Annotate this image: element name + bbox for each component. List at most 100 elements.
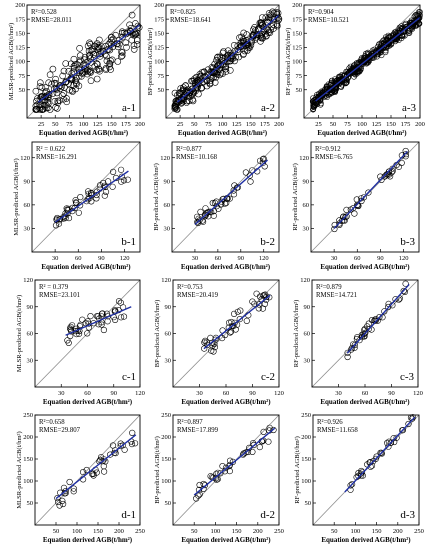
data-point — [77, 194, 84, 201]
data-point — [118, 52, 126, 60]
data-point — [400, 32, 407, 39]
x-tick-label: 90 — [377, 255, 384, 262]
data-point — [225, 324, 232, 331]
x-tick-label: 30 — [58, 390, 65, 397]
data-point — [389, 168, 396, 175]
data-point — [120, 313, 128, 320]
x-tick-label: 60 — [84, 390, 91, 397]
data-point — [200, 68, 208, 76]
rmse-label: RMSE=23.101 — [39, 292, 80, 299]
data-point — [48, 80, 56, 88]
regression-line — [176, 14, 280, 103]
data-point — [380, 37, 386, 44]
data-point — [362, 53, 368, 59]
y-tick-label: 90 — [24, 178, 31, 185]
plot-frame — [34, 414, 141, 526]
data-point — [390, 435, 397, 442]
data-point — [314, 101, 321, 107]
data-point — [62, 60, 69, 67]
data-point — [117, 314, 125, 321]
data-point — [337, 83, 344, 90]
data-point — [378, 450, 385, 457]
panel-label: c-2 — [261, 371, 275, 383]
data-point — [101, 192, 108, 199]
data-point — [109, 183, 116, 190]
y-tick-label: 90 — [303, 178, 310, 185]
panel-label: b-1 — [121, 236, 136, 248]
data-point — [228, 318, 235, 326]
data-point — [99, 310, 106, 317]
data-point — [343, 213, 350, 220]
data-point — [239, 37, 247, 45]
data-point — [72, 61, 79, 68]
regression-line — [344, 416, 416, 493]
data-point — [89, 45, 96, 53]
plot-frame — [31, 141, 141, 253]
x-axis-label: Equation derived AGB(t/hm²) — [321, 536, 411, 544]
y-tick-label: 50 — [296, 87, 303, 94]
data-point — [59, 500, 67, 508]
data-point — [66, 86, 73, 94]
y-tick-label: 90 — [165, 304, 172, 311]
data-point — [84, 42, 92, 50]
regression-line — [55, 434, 137, 500]
data-point — [260, 155, 267, 162]
r-squared-label: R² = 0.622 — [36, 146, 66, 153]
data-point — [115, 36, 123, 44]
data-point — [415, 15, 422, 22]
data-point — [97, 50, 105, 57]
y-tick-label: 100 — [15, 59, 25, 66]
y-tick-label: 120 — [300, 277, 310, 284]
x-tick-label: 250 — [135, 528, 145, 535]
regression-line — [194, 159, 269, 226]
x-tick-label: 150 — [246, 121, 256, 128]
data-point — [130, 42, 138, 49]
data-point — [62, 488, 69, 495]
x-tick-label: 50 — [52, 121, 59, 128]
data-point — [349, 481, 356, 488]
data-point — [389, 37, 396, 44]
data-point — [398, 23, 405, 30]
x-tick-label: 25 — [315, 121, 322, 128]
data-point — [191, 75, 198, 82]
x-tick-label: 25 — [38, 121, 45, 128]
data-point — [266, 13, 274, 21]
data-point — [75, 330, 83, 337]
y-tick-label: 150 — [15, 30, 25, 37]
data-point — [130, 46, 138, 53]
data-point — [59, 497, 66, 505]
data-point — [85, 190, 92, 197]
data-point — [230, 191, 238, 198]
data-point — [236, 316, 243, 323]
data-point — [57, 82, 64, 89]
y-tick-label: 90 — [164, 178, 171, 185]
data-point — [93, 75, 101, 83]
data-point — [178, 95, 185, 102]
data-point — [93, 66, 101, 74]
rmse-label: RMSE=16.291 — [36, 154, 77, 161]
data-point — [240, 42, 248, 50]
x-axis-label: Equation derived AGB(t/hm²) — [41, 263, 131, 271]
data-point — [98, 321, 105, 328]
data-point — [46, 71, 54, 78]
data-point — [98, 43, 105, 50]
data-point — [66, 325, 74, 332]
y-axis-label: RF-predicted AGB(t/hm²) — [292, 163, 299, 230]
data-point — [60, 90, 68, 97]
data-point — [88, 470, 96, 478]
data-point — [122, 39, 130, 47]
x-tick-label: 125 — [372, 121, 382, 128]
data-point — [49, 65, 57, 73]
data-point — [76, 44, 83, 52]
data-point — [107, 451, 114, 458]
data-point — [83, 466, 90, 474]
data-point — [198, 84, 205, 91]
data-point — [66, 478, 73, 486]
data-point — [351, 73, 357, 80]
x-axis-label: Equation derived AGB(t/hm²) — [43, 398, 133, 406]
data-point — [87, 77, 95, 84]
y-tick-label: 30 — [27, 357, 34, 364]
data-point — [240, 29, 247, 37]
panel-a-2: 25 50 75 100 125 150 175 200 50 75 100 125 150 175 200… — [147, 2, 284, 137]
